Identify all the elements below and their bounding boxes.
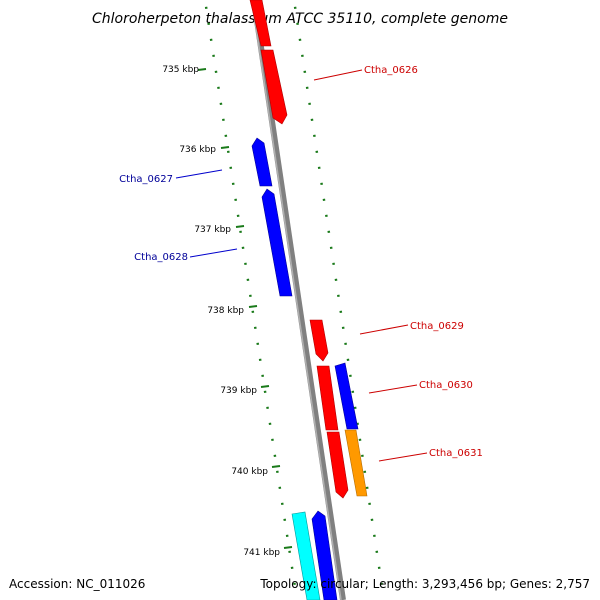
gene-label-ctha-0627[interactable]: Ctha_0627 xyxy=(119,174,173,185)
genome-backbone xyxy=(251,0,346,600)
tick-mark xyxy=(235,225,245,228)
gene-label-ctha-0626[interactable]: Ctha_0626 xyxy=(364,65,418,76)
gene-label-ctha-0629[interactable]: Ctha_0629 xyxy=(410,321,464,332)
gene-arrow-ctha-0630[interactable] xyxy=(334,362,359,430)
label-leader-line xyxy=(368,384,418,394)
tick-mark xyxy=(220,146,230,149)
tick-label: 735 kbp xyxy=(162,65,199,75)
gene-arrow-ctha-0630-forward[interactable] xyxy=(316,365,339,431)
tick-label: 737 kbp xyxy=(194,225,231,235)
genome-backbone-highlight xyxy=(251,0,342,600)
label-leader-line xyxy=(313,69,363,81)
label-leader-line xyxy=(359,324,409,335)
tick-label: 739 kbp xyxy=(220,386,257,396)
accession-text: Accession: NC_011026 xyxy=(9,577,146,591)
tick-label: 741 kbp xyxy=(243,548,280,558)
label-leader-line xyxy=(378,452,428,462)
gene-arrow-ctha-0629[interactable] xyxy=(309,319,329,362)
gene-arrow-ctha-0626[interactable] xyxy=(260,49,288,125)
tick-mark xyxy=(248,305,258,308)
gene-arrow-ctha-0628[interactable] xyxy=(261,188,293,297)
gene-arrow-cyan[interactable] xyxy=(291,511,321,600)
topology-text: Topology: circular; Length: 3,293,456 bp… xyxy=(260,577,590,591)
gene-arrow-ctha-0631[interactable] xyxy=(344,429,368,497)
label-leader-line xyxy=(175,169,223,179)
tick-label: 736 kbp xyxy=(179,145,216,155)
gene-arrow-blue-bottom[interactable] xyxy=(311,510,338,600)
gene-labels: Ctha_0626 Ctha_0627 Ctha_0628 Ctha_0629 … xyxy=(119,65,483,462)
map-title: Chloroherpeton thalassium ATCC 35110, co… xyxy=(92,11,508,27)
label-leader-line xyxy=(189,248,238,258)
gene-arrow-ctha-0631-forward[interactable] xyxy=(326,431,349,499)
left-tick-track xyxy=(204,6,296,585)
tick-mark xyxy=(283,546,293,549)
tick-mark xyxy=(260,385,270,388)
tick-label: 738 kbp xyxy=(207,306,244,316)
right-tick-track xyxy=(293,6,383,585)
gene-arrow-ctha-0627[interactable] xyxy=(251,137,273,187)
gene-label-ctha-0631[interactable]: Ctha_0631 xyxy=(429,448,483,459)
tick-mark xyxy=(271,465,281,468)
gene-label-ctha-0628[interactable]: Ctha_0628 xyxy=(134,252,188,263)
gene-arrow[interactable] xyxy=(249,0,272,47)
scale-ticks: 735 kbp 736 kbp 737 kbp 738 kbp 739 kbp … xyxy=(162,65,293,558)
gene-label-ctha-0630[interactable]: Ctha_0630 xyxy=(419,380,473,391)
tick-mark xyxy=(197,68,207,71)
tick-label: 740 kbp xyxy=(231,467,268,477)
gene-arrows xyxy=(249,0,368,600)
